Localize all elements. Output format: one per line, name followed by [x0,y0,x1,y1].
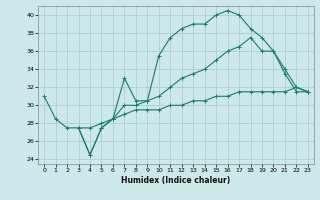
X-axis label: Humidex (Indice chaleur): Humidex (Indice chaleur) [121,176,231,185]
